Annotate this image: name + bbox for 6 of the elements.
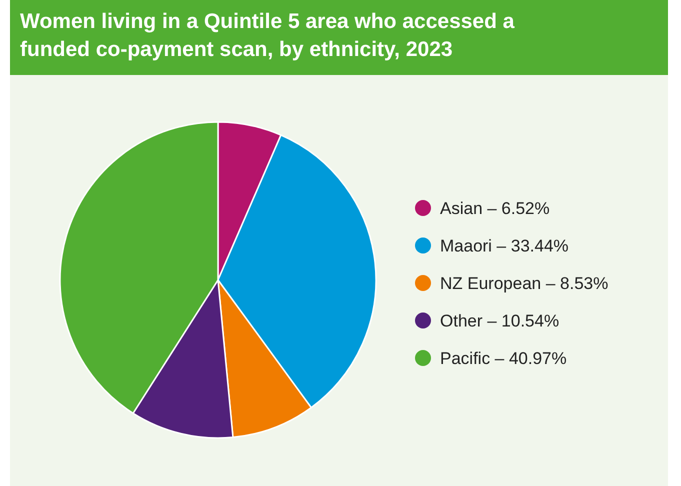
legend-label: Pacific – 40.97% xyxy=(440,349,567,368)
legend-label: NZ European – 8.53% xyxy=(440,274,608,293)
legend-label: Maaori – 33.44% xyxy=(440,236,569,256)
legend-label: Other – 10.54% xyxy=(440,312,560,330)
chart-title: Women living in a Quintile 5 area who accessed a funded co-payment scan, by ethnicity, 2023 xyxy=(20,9,516,63)
legend-label: Asian – 6.52% xyxy=(440,199,550,218)
